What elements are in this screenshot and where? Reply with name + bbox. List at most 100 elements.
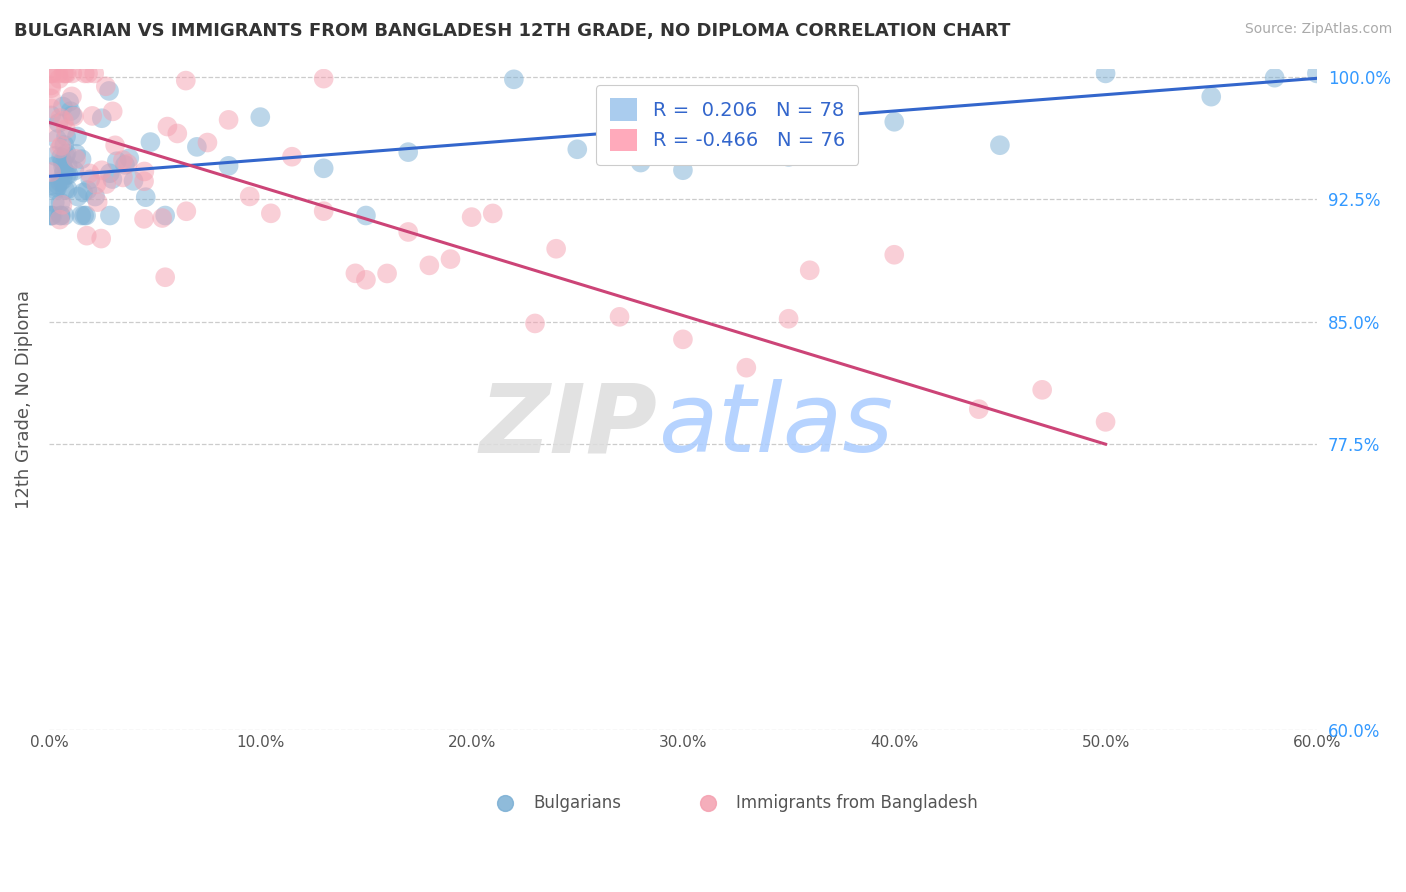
Point [41, 66, 63, 80]
Point [48, 142, 70, 156]
Point [98, 166, 121, 180]
Point [396, 145, 419, 160]
Point [41, 102, 63, 116]
Point [218, 159, 240, 173]
Point [86, 195, 108, 210]
Text: Immigrants from Bangladesh: Immigrants from Bangladesh [737, 794, 979, 812]
Point [988, 138, 1011, 153]
Point [79, 172, 101, 186]
Point [672, 332, 695, 346]
Point [418, 259, 440, 273]
Point [56, 182, 79, 196]
Point [153, 270, 176, 285]
Point [46, 180, 69, 194]
Point [48, 116, 70, 130]
Text: ZIP: ZIP [479, 379, 658, 472]
Point [114, 158, 136, 172]
Point [101, 172, 124, 186]
Point [90, 112, 112, 126]
Point [122, 174, 145, 188]
Point [55, 122, 77, 136]
Point [55, 129, 77, 144]
Point [52, 66, 75, 80]
Point [39, 178, 62, 193]
Point [70, 152, 93, 166]
Point [778, 150, 800, 164]
Point [53, 137, 76, 152]
Point [51, 173, 73, 187]
Point [1264, 70, 1286, 85]
Point [967, 402, 990, 417]
Point [312, 204, 335, 219]
Point [46, 178, 69, 192]
Point [735, 360, 758, 375]
Point [49, 111, 72, 125]
Point [39, 209, 62, 223]
Point [59, 104, 82, 119]
Point [1199, 89, 1222, 103]
Point [94, 79, 117, 94]
Point [98, 84, 121, 98]
Point [60, 66, 83, 80]
Point [60, 108, 83, 122]
Point [39, 66, 62, 80]
Point [1031, 383, 1053, 397]
Point [66, 129, 89, 144]
Point [153, 209, 176, 223]
Point [609, 310, 631, 324]
Point [156, 120, 179, 134]
Point [90, 231, 112, 245]
Point [49, 212, 72, 227]
Point [52, 99, 75, 113]
Point [176, 204, 198, 219]
Point [51, 198, 73, 212]
Point [630, 155, 652, 169]
Point [39, 209, 62, 223]
Point [98, 209, 121, 223]
Point [49, 175, 72, 189]
Point [481, 206, 503, 220]
Point [79, 166, 101, 180]
Point [150, 211, 173, 225]
Point [83, 66, 105, 80]
Point [45, 132, 67, 146]
Text: BULGARIAN VS IMMIGRANTS FROM BANGLADESH 12TH GRADE, NO DIPLOMA CORRELATION CHART: BULGARIAN VS IMMIGRANTS FROM BANGLADESH … [14, 22, 1011, 40]
Point [105, 154, 128, 169]
Point [439, 252, 461, 266]
Point [1306, 66, 1329, 80]
Text: atlas: atlas [658, 379, 893, 472]
Text: Source: ZipAtlas.com: Source: ZipAtlas.com [1244, 22, 1392, 37]
Point [49, 209, 72, 223]
Point [344, 266, 367, 280]
Point [49, 150, 72, 164]
Point [72, 186, 94, 200]
Point [65, 146, 87, 161]
Point [53, 209, 76, 223]
Point [186, 140, 208, 154]
Point [281, 150, 304, 164]
Point [75, 209, 97, 223]
Point [39, 125, 62, 139]
Point [90, 163, 112, 178]
Point [55, 168, 77, 182]
Point [778, 311, 800, 326]
Point [60, 89, 83, 103]
Point [51, 139, 73, 153]
Point [58, 95, 80, 109]
Point [73, 209, 96, 223]
Point [84, 189, 107, 203]
Point [55, 66, 77, 80]
Point [101, 104, 124, 119]
Point [86, 178, 108, 192]
Point [218, 112, 240, 127]
Point [135, 190, 157, 204]
Point [799, 263, 821, 277]
Point [49, 195, 72, 210]
Point [73, 66, 96, 80]
Point [111, 170, 134, 185]
Point [44, 149, 66, 163]
Point [42, 159, 65, 173]
Point [53, 183, 76, 197]
Point [396, 225, 419, 239]
Point [111, 153, 134, 167]
